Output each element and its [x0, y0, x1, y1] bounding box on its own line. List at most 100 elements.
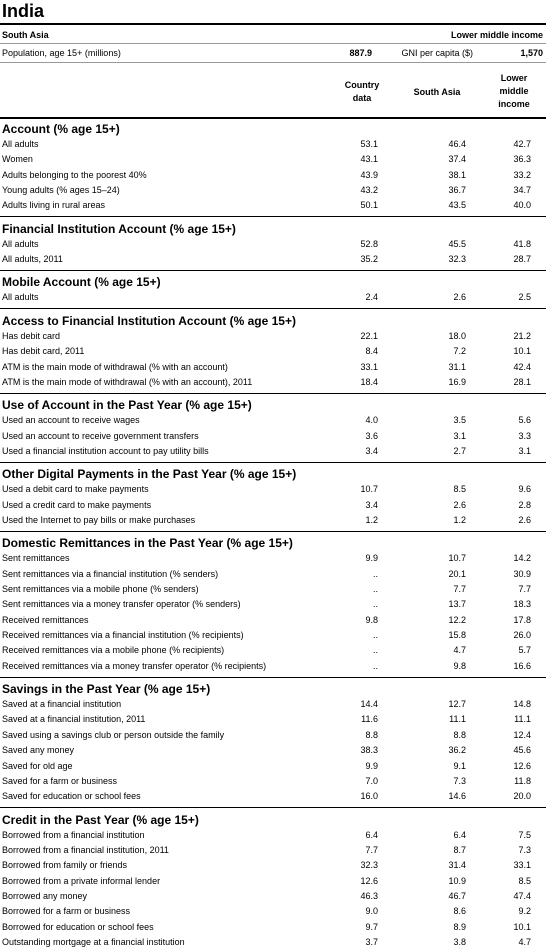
cell: 15.8 [448, 630, 466, 641]
cell: 45.5 [448, 238, 466, 249]
row-label: Borrowed from a private informal lender [2, 875, 161, 886]
row-label: Has debit card [2, 330, 61, 341]
cell: .. [372, 645, 378, 656]
rule [0, 308, 546, 310]
row-label: Borrowed from family or friends [2, 860, 128, 871]
cell: 10.7 [360, 484, 378, 495]
cell: 42.7 [513, 139, 531, 149]
cell: 4.7 [453, 645, 466, 656]
cell: 7.7 [365, 844, 378, 855]
cell: 1.2 [365, 514, 378, 525]
cell: 16.6 [513, 660, 531, 671]
cell: 28.1 [513, 376, 531, 387]
cell: 43.1 [360, 154, 378, 165]
cell: 2.6 [518, 514, 531, 525]
cell: 20.0 [513, 791, 531, 802]
cell: 47.4 [513, 890, 531, 901]
cell: 6.4 [453, 829, 466, 840]
cell: 12.7 [448, 699, 466, 710]
cell: 16.9 [448, 376, 466, 387]
cell: 7.0 [365, 775, 378, 786]
cell: 9.9 [365, 760, 378, 771]
rule [0, 530, 546, 532]
cell: 36.3 [513, 154, 531, 165]
cell: 35.2 [360, 254, 378, 265]
cell: 7.3 [453, 775, 466, 786]
cell: 7.3 [518, 844, 531, 855]
population-label: Population, age 15+ (millions) [2, 48, 121, 58]
section-title: Other Digital Payments in the Past Year … [2, 467, 297, 482]
cell: 8.5 [518, 875, 531, 886]
cell: 8.8 [365, 729, 378, 740]
cell: 9.6 [518, 484, 531, 495]
rule [0, 461, 546, 463]
cell: 9.1 [453, 760, 466, 771]
cell: 8.9 [453, 921, 466, 932]
row-label: Used a financial institution account to … [2, 445, 209, 456]
cell: 12.4 [513, 729, 531, 740]
cell: 14.4 [360, 699, 378, 710]
rule [0, 676, 546, 678]
cell: 20.1 [448, 568, 466, 579]
row-label: Received remittances via a money transfe… [2, 660, 267, 671]
cell: 3.1 [453, 430, 466, 441]
cell: 3.6 [365, 430, 378, 441]
cell: 17.8 [513, 614, 531, 625]
cell: 2.5 [518, 292, 531, 303]
gni-label: GNI per capita ($) [401, 48, 473, 58]
cell: 3.4 [365, 445, 378, 456]
cell: 21.2 [513, 330, 531, 341]
section-title: Domestic Remittances in the Past Year (%… [2, 536, 293, 551]
row-label: Used an account to receive government tr… [2, 430, 199, 441]
cell: 2.6 [453, 499, 466, 510]
row-label: Adults belonging to the poorest 40% [2, 169, 147, 180]
row-label: Saved for education or school fees [2, 791, 141, 802]
cell: 9.8 [453, 660, 466, 671]
cell: 8.7 [453, 844, 466, 855]
row-label: All adults [2, 292, 39, 303]
gni: 1,570 [520, 48, 543, 58]
cell: 2.6 [453, 292, 466, 303]
row-label: Outstanding mortgage at a financial inst… [2, 937, 185, 947]
cell: 1.2 [453, 514, 466, 525]
cell: 8.4 [365, 346, 378, 357]
cell: 36.2 [448, 745, 466, 756]
row-label: Sent remittances via a money transfer op… [2, 599, 241, 610]
rule [0, 117, 546, 119]
cell: 12.2 [448, 614, 466, 625]
row-label: Borrowed from a financial institution, 2… [2, 844, 169, 855]
cell: 2.8 [518, 499, 531, 510]
cell: 7.2 [453, 346, 466, 357]
cell: 16.0 [360, 791, 378, 802]
cell: 33.1 [513, 860, 531, 871]
cell: 10.1 [513, 921, 531, 932]
cell: 7.7 [518, 584, 531, 594]
cell: 2.4 [365, 292, 378, 303]
row-label: Saved for old age [2, 760, 73, 771]
cell: 33.1 [360, 361, 378, 372]
cell: 7.7 [453, 584, 466, 594]
cell: 31.4 [448, 860, 466, 871]
rule [0, 216, 546, 218]
cell: 7.5 [518, 829, 531, 840]
cell: 3.7 [365, 937, 378, 947]
cell: 8.5 [453, 484, 466, 495]
row-label: Women [2, 154, 33, 165]
row-label: Borrowed for a farm or business [2, 906, 131, 917]
cell: 3.1 [518, 445, 531, 456]
cell: 12.6 [360, 875, 378, 886]
cell: 10.7 [448, 553, 466, 564]
cell: 43.5 [448, 200, 466, 211]
cell: 38.1 [448, 169, 466, 180]
row-label: Sent remittances via a financial institu… [2, 568, 219, 579]
rule [0, 23, 546, 25]
row-label: Used an account to receive wages [2, 415, 140, 426]
cell: 11.1 [449, 714, 466, 725]
row-label: Sent remittances [2, 553, 70, 564]
cell: 5.7 [518, 645, 531, 656]
row-label: Saved any money [2, 745, 75, 756]
column-header: South Asia [413, 87, 461, 97]
row-label: Used a debit card to make payments [2, 484, 149, 495]
cell: 13.7 [448, 599, 466, 610]
